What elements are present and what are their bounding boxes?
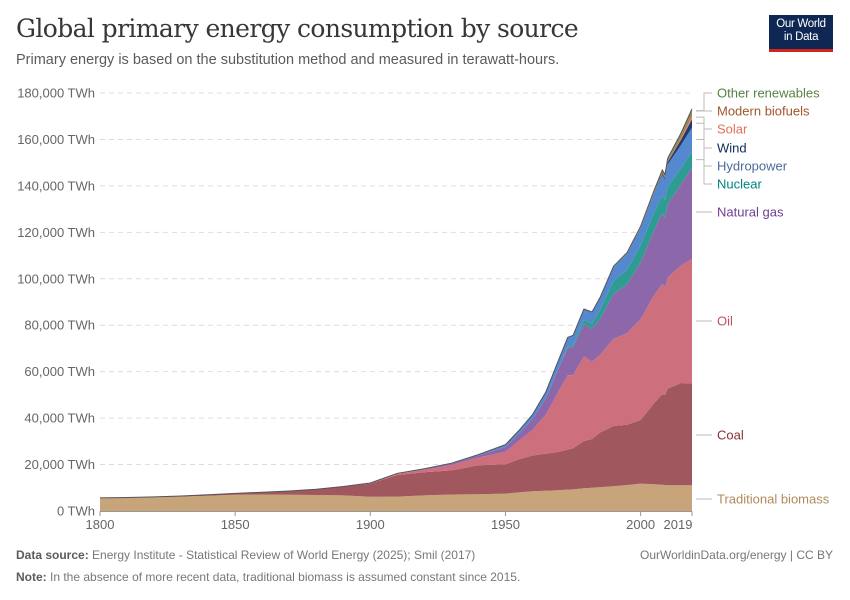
legend-label-solar[interactable]: Solar: [717, 122, 748, 137]
legend-connector: [696, 92, 712, 112]
x-tick-label: 2019: [664, 517, 693, 532]
x-tick-label: 1950: [491, 517, 520, 532]
legend-label-other-renewables[interactable]: Other renewables: [717, 86, 820, 101]
y-tick-label: 120,000 TWh: [17, 225, 95, 240]
x-tick-label: 2000: [626, 517, 655, 532]
y-tick-label: 140,000 TWh: [17, 178, 95, 193]
y-tick-label: 0 TWh: [57, 504, 95, 519]
y-tick-label: 60,000 TWh: [24, 364, 95, 379]
chart-title: Global primary energy consumption by sou…: [16, 14, 579, 43]
legend-connector: [696, 138, 712, 167]
legend-label-oil[interactable]: Oil: [717, 314, 733, 329]
logo-line-2: in Data: [783, 31, 819, 43]
legend-label-hydropower[interactable]: Hydropower: [717, 159, 788, 174]
x-tick-label: 1800: [86, 517, 115, 532]
y-tick-label: 40,000 TWh: [24, 411, 95, 426]
total-outline: [99, 108, 693, 499]
legend-label-coal[interactable]: Coal: [717, 428, 744, 443]
area-layers: [99, 108, 693, 511]
owid-logo[interactable]: Our World in Data: [769, 15, 833, 52]
data-source-text: Energy Institute - Statistical Review of…: [88, 548, 476, 562]
y-tick-label: 20,000 TWh: [24, 457, 95, 472]
x-tick-label: 1850: [221, 517, 250, 532]
x-tick-label: 1900: [356, 517, 385, 532]
y-tick-label: 80,000 TWh: [24, 318, 95, 333]
area-oil[interactable]: [100, 259, 692, 498]
legend-label-nuclear[interactable]: Nuclear: [717, 177, 762, 192]
data-source-label: Data source:: [16, 548, 89, 562]
x-axis-ticks: 1800 1850 1900 1950 2000 2019: [86, 511, 693, 532]
area-natural-gas[interactable]: [100, 167, 692, 498]
y-tick-label: 100,000 TWh: [17, 271, 95, 286]
legend-connector: [696, 122, 712, 149]
note-text: In the absence of more recent data, trad…: [46, 570, 521, 584]
area-traditional-biomass[interactable]: [100, 483, 692, 511]
chart-subtitle: Primary energy is based on the substitut…: [16, 52, 560, 68]
legend: Traditional biomass Coal Oil Natural gas Nuc…: [696, 86, 830, 507]
data-source: Data source: Energy Institute - Statisti…: [16, 548, 475, 562]
legend-connector: [696, 159, 712, 185]
area-coal[interactable]: [100, 383, 692, 499]
y-tick-label: 160,000 TWh: [17, 132, 95, 147]
y-axis-ticks: 0 TWh 20,000 TWh 40,000 TWh 60,000 TWh 80,00…: [17, 86, 95, 519]
note: Note: In the absence of more recent data…: [16, 570, 520, 584]
logo-line-1: Our World: [776, 18, 826, 30]
legend-label-natural-gas[interactable]: Natural gas: [717, 205, 784, 220]
legend-label-wind[interactable]: Wind: [717, 141, 747, 156]
y-tick-label: 180,000 TWh: [17, 86, 95, 101]
source-link[interactable]: OurWorldinData.org/energy | CC BY: [640, 548, 833, 562]
legend-label-modern-biofuels[interactable]: Modern biofuels: [717, 104, 810, 119]
note-label: Note:: [16, 570, 47, 584]
legend-label-traditional-biomass[interactable]: Traditional biomass: [717, 492, 830, 507]
legend-connector: [696, 116, 712, 130]
